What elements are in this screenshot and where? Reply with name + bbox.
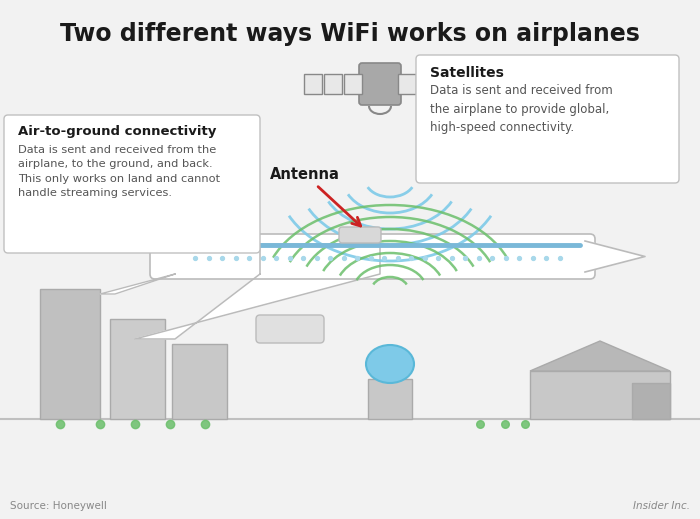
Polygon shape: [585, 241, 645, 272]
FancyBboxPatch shape: [339, 227, 381, 243]
FancyBboxPatch shape: [359, 63, 401, 105]
Polygon shape: [135, 244, 380, 339]
FancyBboxPatch shape: [4, 115, 260, 253]
Bar: [438, 74, 456, 94]
Bar: [172, 344, 227, 419]
Bar: [40, 289, 100, 419]
FancyBboxPatch shape: [256, 315, 324, 343]
Text: Two different ways WiFi works on airplanes: Two different ways WiFi works on airplan…: [60, 22, 640, 46]
Bar: [324, 74, 342, 94]
Text: Insider Inc.: Insider Inc.: [633, 501, 690, 511]
Text: Source: Honeywell: Source: Honeywell: [10, 501, 107, 511]
Bar: [344, 74, 362, 94]
Bar: [418, 74, 436, 94]
Bar: [110, 319, 165, 419]
Text: Antenna: Antenna: [270, 167, 360, 226]
Bar: [368, 379, 412, 419]
Ellipse shape: [366, 345, 414, 383]
Polygon shape: [185, 174, 230, 239]
Bar: [632, 383, 670, 419]
Polygon shape: [100, 274, 175, 294]
Text: Satellites: Satellites: [430, 66, 504, 80]
Bar: [398, 74, 416, 94]
Bar: [530, 371, 670, 419]
Polygon shape: [530, 341, 670, 371]
FancyBboxPatch shape: [150, 234, 595, 279]
FancyBboxPatch shape: [416, 55, 679, 183]
Text: Air-to-ground connectivity: Air-to-ground connectivity: [18, 125, 216, 138]
Text: Data is sent and received from the
airplane, to the ground, and back.
This only : Data is sent and received from the airpl…: [18, 145, 220, 198]
Text: Data is sent and received from
the airplane to provide global,
high-speed connec: Data is sent and received from the airpl…: [430, 84, 612, 134]
Bar: [304, 74, 322, 94]
